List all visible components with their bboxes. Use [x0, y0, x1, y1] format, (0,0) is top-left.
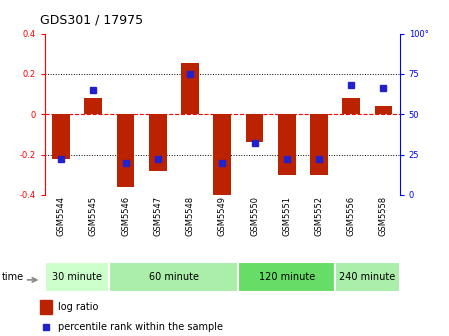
Bar	[110, 262, 238, 292]
Bar	[310, 114, 328, 175]
Bar	[52, 114, 70, 159]
Bar	[45, 262, 110, 292]
Text: 120 minute: 120 minute	[259, 271, 315, 282]
Text: 60 minute: 60 minute	[149, 271, 199, 282]
Text: percentile rank within the sample: percentile rank within the sample	[58, 323, 223, 333]
Bar	[117, 114, 134, 187]
Bar	[149, 114, 167, 171]
Bar	[213, 114, 231, 199]
Bar	[374, 106, 392, 114]
Bar	[246, 114, 264, 142]
Bar	[84, 98, 102, 114]
Bar	[40, 300, 52, 313]
Text: log ratio: log ratio	[58, 302, 98, 312]
Bar	[238, 262, 335, 292]
Text: 30 minute: 30 minute	[52, 271, 102, 282]
Text: 240 minute: 240 minute	[339, 271, 396, 282]
Text: GDS301 / 17975: GDS301 / 17975	[40, 13, 144, 27]
Bar	[278, 114, 295, 175]
Bar	[343, 98, 360, 114]
Text: time: time	[2, 272, 24, 282]
Bar	[181, 63, 199, 114]
Bar	[335, 262, 400, 292]
